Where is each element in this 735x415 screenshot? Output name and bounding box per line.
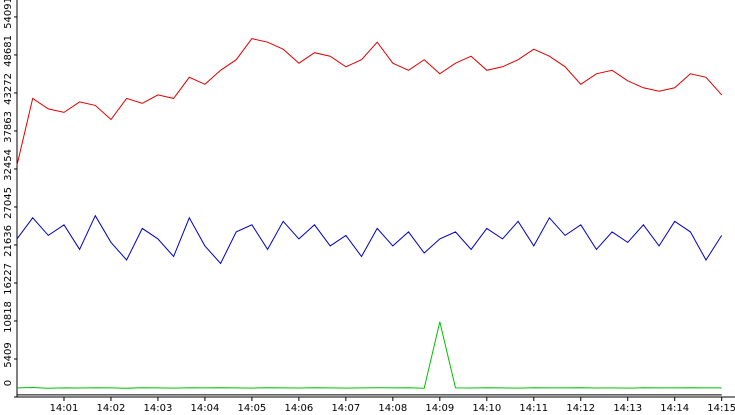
x-tick-label: 14:11: [519, 403, 548, 414]
series-line: [16, 38, 723, 166]
x-tick-label: 14:02: [97, 403, 126, 414]
x-tick-label: 14:06: [284, 403, 313, 414]
y-tick-label: 43272: [3, 73, 14, 105]
y-tick-label: 21636: [3, 225, 14, 257]
x-tick-label: 14:07: [331, 403, 360, 414]
x-tick-label: 14:14: [660, 403, 689, 414]
y-tick-label: 27045: [3, 187, 14, 219]
x-tick-label: 14:09: [425, 403, 454, 414]
x-tick-label: 14:01: [50, 403, 79, 414]
x-tick-label: 14:04: [191, 403, 220, 414]
x-tick-label: 14:15: [707, 403, 735, 414]
y-tick-label: 48681: [3, 35, 14, 67]
x-tick-label: 14:08: [378, 403, 407, 414]
x-tick-label: 14:03: [144, 403, 173, 414]
x-tick-label: 14:10: [472, 403, 501, 414]
y-tick-label: 16227: [3, 263, 14, 295]
series-line: [16, 321, 722, 389]
y-tick-label: 54091: [3, 0, 14, 29]
y-tick-label: 5409: [3, 342, 14, 367]
y-tick-label: 0: [3, 380, 14, 386]
y-tick-label: 37863: [3, 111, 14, 143]
x-tick-label: 14:13: [613, 403, 642, 414]
x-tick-label: 14:12: [566, 403, 595, 414]
x-tick-label: 14:05: [237, 403, 266, 414]
y-tick-label: 10818: [3, 301, 14, 333]
series-line: [16, 214, 723, 265]
y-tick-label: 32454: [3, 149, 14, 181]
